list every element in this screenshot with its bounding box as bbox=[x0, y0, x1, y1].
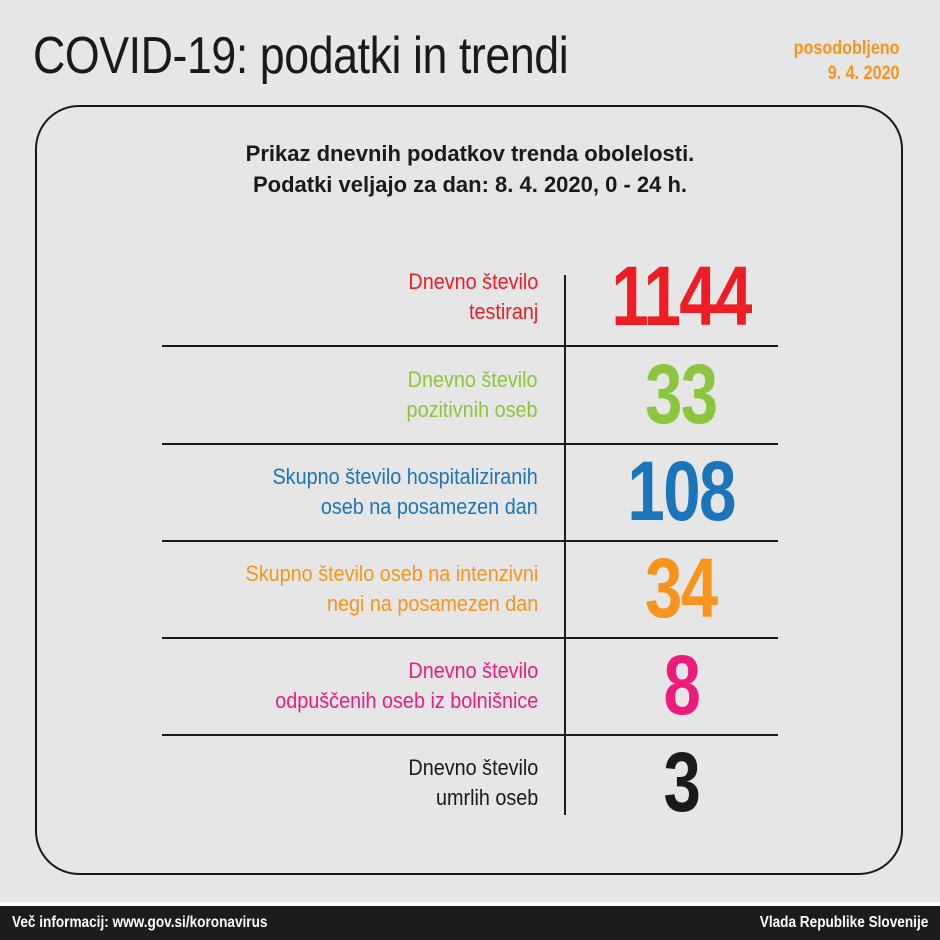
stat-label: Skupno število hospitaliziranih oseb na … bbox=[243, 443, 538, 540]
subtitle-line-2: Podatki veljajo za dan: 8. 4. 2020, 0 - … bbox=[252, 172, 688, 197]
updated-info: posodobljeno 9. 4. 2020 bbox=[794, 36, 900, 86]
stat-value: 34 bbox=[566, 540, 796, 637]
footer-bar: Več informacij: www.gov.si/koronavirus V… bbox=[0, 906, 940, 940]
stat-label-line-2: testiranj bbox=[468, 298, 538, 324]
stat-label-line-2: odpuščenih oseb iz bolnišnice bbox=[274, 687, 538, 713]
stat-value-text: 1144 bbox=[611, 249, 752, 343]
stat-row: Dnevno število pozitivnih oseb 33 bbox=[162, 346, 778, 445]
stat-label: Dnevno število odpuščenih oseb iz bolniš… bbox=[246, 637, 538, 734]
stat-label-line-2: oseb na posamezen dan bbox=[321, 493, 538, 519]
stat-value: 3 bbox=[566, 734, 796, 831]
stat-value-text: 8 bbox=[663, 638, 700, 732]
footer-divider bbox=[0, 902, 940, 906]
page-title: COVID-19: podatki in trendi bbox=[33, 27, 569, 85]
stat-label-line-1: Skupno število oseb na intenzivni bbox=[245, 560, 538, 586]
stat-label-line-1: Dnevno število bbox=[408, 268, 538, 294]
stat-label-line-1: Dnevno število bbox=[408, 657, 538, 683]
stat-row: Dnevno število umrlih oseb 3 bbox=[162, 734, 778, 831]
stat-value-text: 34 bbox=[645, 541, 718, 635]
data-panel bbox=[35, 105, 903, 875]
stat-value: 1144 bbox=[566, 248, 796, 345]
updated-label: posodobljeno bbox=[794, 38, 900, 59]
stat-row: Skupno število hospitaliziranih oseb na … bbox=[162, 443, 778, 542]
stat-row: Skupno število oseb na intenzivni negi n… bbox=[162, 540, 778, 639]
stat-value: 8 bbox=[566, 637, 796, 734]
updated-date: 9. 4. 2020 bbox=[828, 63, 900, 84]
subtitle-line-1: Prikaz dnevnih podatkov trenda obolelost… bbox=[245, 141, 695, 166]
stat-value-text: 3 bbox=[663, 735, 700, 829]
stat-label: Dnevno število umrlih oseb bbox=[394, 734, 538, 831]
panel-subtitle: Prikaz dnevnih podatkov trenda obolelost… bbox=[0, 138, 940, 200]
stat-value: 108 bbox=[566, 443, 796, 540]
stat-label-line-2: pozitivnih oseb bbox=[407, 396, 538, 422]
stat-label-line-2: negi na posamezen dan bbox=[326, 590, 538, 616]
stat-row: Dnevno število testiranj 1144 bbox=[162, 248, 778, 347]
stat-label-line-1: Dnevno število bbox=[408, 754, 538, 780]
footer-info-link[interactable]: Več informacij: www.gov.si/koronavirus bbox=[12, 914, 268, 931]
stat-value: 33 bbox=[566, 346, 796, 443]
stat-label: Skupno število oseb na intenzivni negi n… bbox=[213, 540, 538, 637]
stat-value-text: 108 bbox=[627, 444, 736, 538]
column-divider bbox=[564, 275, 566, 815]
stat-label-line-2: umrlih oseb bbox=[435, 784, 538, 810]
footer-organization: Vlada Republike Slovenije bbox=[759, 914, 928, 931]
stat-label: Dnevno število testiranj bbox=[394, 248, 538, 345]
stat-row: Dnevno število odpuščenih oseb iz bolniš… bbox=[162, 637, 778, 736]
stat-value-text: 33 bbox=[645, 347, 718, 441]
stat-label: Dnevno število pozitivnih oseb bbox=[392, 346, 538, 443]
stat-label-line-1: Dnevno število bbox=[408, 366, 538, 392]
stat-label-line-1: Skupno število hospitaliziranih bbox=[272, 463, 538, 489]
